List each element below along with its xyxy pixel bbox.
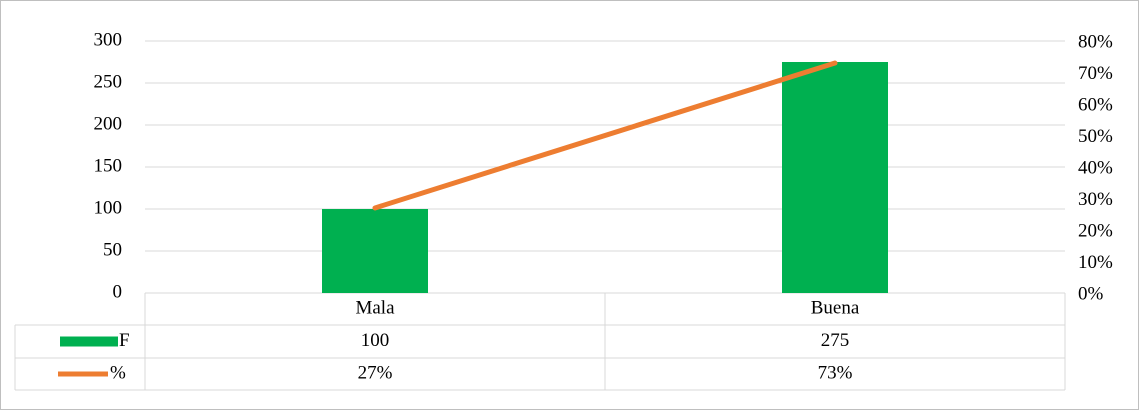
legend-label: % bbox=[110, 362, 126, 383]
y2-tick-label: 40% bbox=[1078, 157, 1113, 178]
table-value: 275 bbox=[821, 330, 850, 351]
table-value: 27% bbox=[358, 362, 393, 383]
table-value: 100 bbox=[361, 330, 390, 351]
y-tick-label: 300 bbox=[94, 29, 123, 50]
x-tick-label: Mala bbox=[355, 297, 395, 318]
y2-tick-label: 0% bbox=[1078, 283, 1104, 304]
y2-tick-label: 50% bbox=[1078, 126, 1113, 147]
y-tick-label: 0 bbox=[113, 281, 123, 302]
bar bbox=[782, 62, 888, 293]
y-tick-label: 150 bbox=[94, 155, 123, 176]
bar bbox=[322, 209, 428, 293]
y2-tick-label: 60% bbox=[1078, 94, 1113, 115]
y2-tick-label: 70% bbox=[1078, 63, 1113, 84]
y2-tick-label: 10% bbox=[1078, 252, 1113, 273]
y-tick-label: 50 bbox=[103, 239, 122, 260]
legend-label: F bbox=[119, 330, 130, 351]
table-value: 73% bbox=[818, 362, 853, 383]
y-tick-label: 250 bbox=[94, 71, 123, 92]
x-tick-label: Buena bbox=[811, 297, 860, 318]
y2-tick-label: 20% bbox=[1078, 220, 1113, 241]
y2-tick-label: 80% bbox=[1078, 31, 1113, 52]
line-series bbox=[372, 60, 838, 211]
y2-tick-label: 30% bbox=[1078, 189, 1113, 210]
y-tick-label: 100 bbox=[94, 197, 123, 218]
y-tick-label: 200 bbox=[94, 113, 123, 134]
legend-key bbox=[60, 336, 118, 347]
